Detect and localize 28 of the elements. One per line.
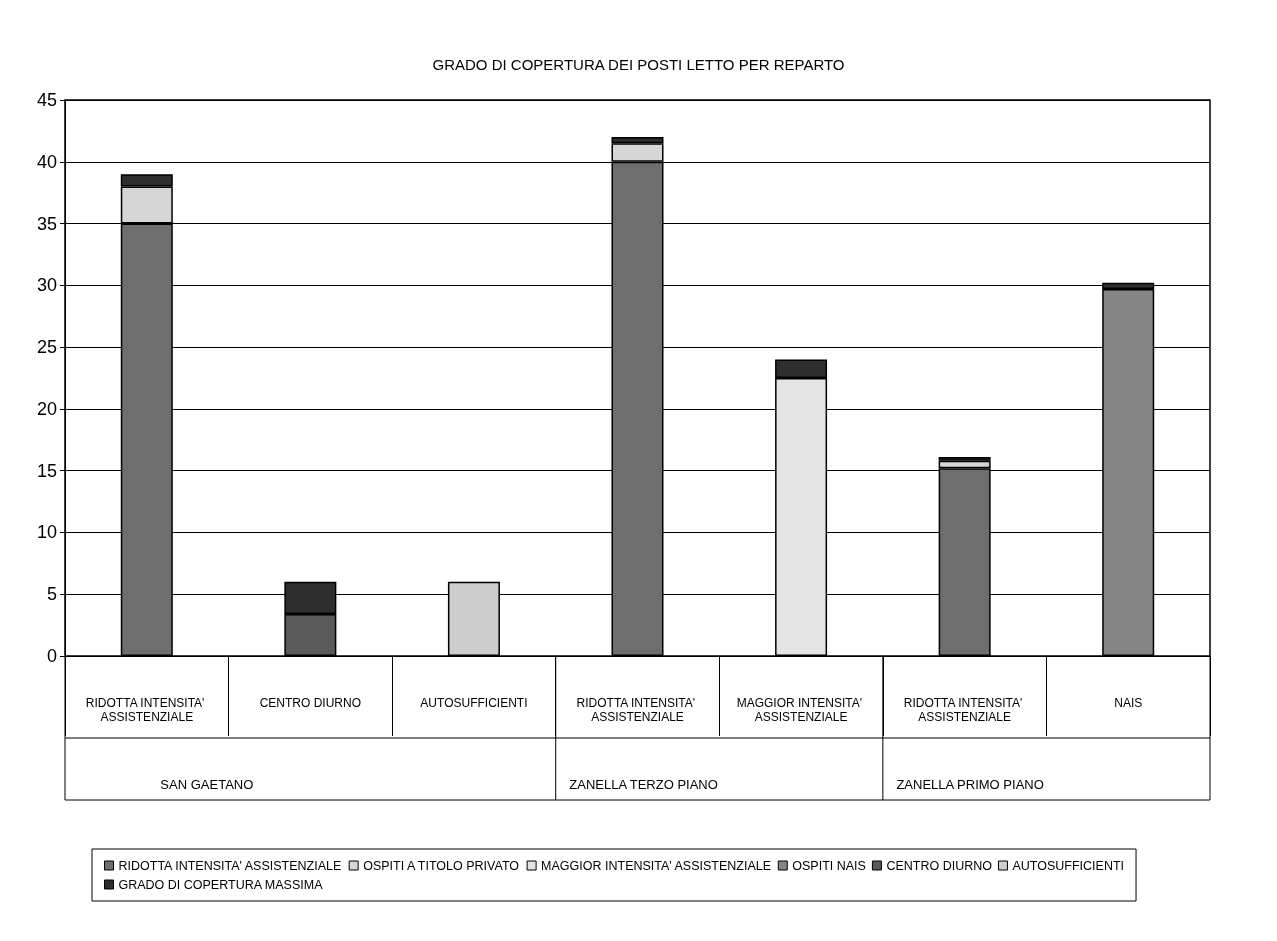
text: SAN GAETANO xyxy=(160,777,254,792)
x-tick-label: RIDOTTA INTENSITA' ASSISTENZIALE xyxy=(576,696,699,724)
legend-label: MAGGIOR INTENSITA' ASSISTENZIALE xyxy=(541,858,772,873)
y-tick-label: 35 xyxy=(36,213,57,234)
text: ZANELLA TERZO PIANO xyxy=(569,777,718,792)
legend-label: GRADO DI COPERTURA MASSIMA xyxy=(118,877,324,892)
y-tick-label: 0 xyxy=(46,646,57,666)
y-tick-label: 10 xyxy=(36,522,57,543)
chart-title: GRADO DI COPERTURA DEI POSTI LETTO PER REPARTO xyxy=(432,56,845,73)
y-tick-label: 5 xyxy=(46,584,57,605)
text: ZANELLA PRIMO PIANO xyxy=(896,777,1044,792)
y-tick-label: 45 xyxy=(36,90,57,110)
y-tick-label: 20 xyxy=(36,398,57,419)
y-tick-label: 30 xyxy=(36,275,57,296)
x-tick-label: NAIS xyxy=(1114,696,1143,710)
legend-label: CENTRO DIURNO xyxy=(886,858,993,873)
x-tick-label: AUTOSUFFICIENTI xyxy=(420,696,528,710)
y-tick-label: 40 xyxy=(36,151,57,172)
legend-label: RIDOTTA INTENSITA' ASSISTENZIALE xyxy=(118,858,342,873)
y-tick-label: 15 xyxy=(36,460,57,481)
x-tick-label: RIDOTTA INTENSITA' ASSISTENZIALE xyxy=(85,696,208,724)
x-tick-label: MAGGIOR INTENSITA' ASSISTENZIALE xyxy=(736,696,866,724)
legend-label: OSPITI NAIS xyxy=(792,858,866,873)
legend-label: AUTOSUFFICIENTI xyxy=(1012,858,1125,873)
x-tick-label: CENTRO DIURNO xyxy=(259,696,362,710)
y-tick-label: 25 xyxy=(36,337,57,358)
legend-label: OSPITI A TITOLO PRIVATO xyxy=(363,858,520,873)
x-tick-label: RIDOTTA INTENSITA' ASSISTENZIALE xyxy=(903,696,1026,724)
